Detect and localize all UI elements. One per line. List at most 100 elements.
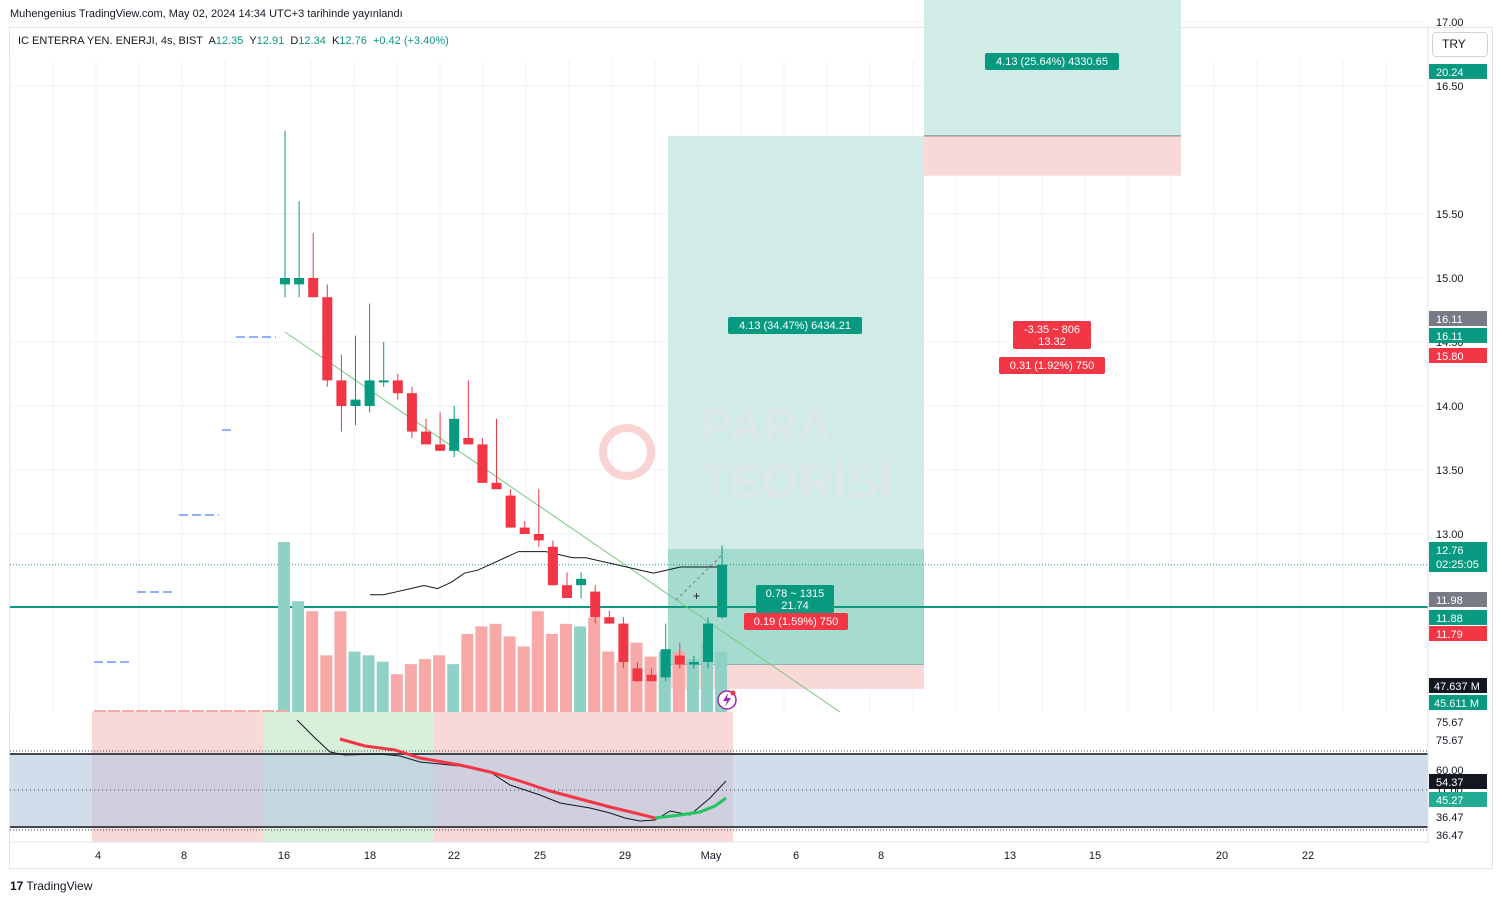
loss-zone (924, 135, 1181, 176)
candle-body (392, 380, 403, 394)
candle-body (505, 495, 516, 528)
time-axis-tick: 22 (1302, 850, 1314, 862)
stop-label-1-bg (744, 613, 848, 630)
volume-bar (602, 651, 615, 712)
volume-bar (122, 710, 134, 712)
volume-bar (686, 659, 699, 712)
price-label-bg (1429, 328, 1487, 343)
watermark-text-1: PARA (700, 400, 832, 453)
indicator-label: 45.27 (1436, 795, 1464, 807)
indicator-axis-tick: 36.47 (1436, 830, 1464, 842)
candle-body (547, 546, 558, 586)
candle-body (688, 662, 699, 665)
indicator-label: 54.37 (1436, 777, 1464, 789)
indicator-line-2-up (654, 796, 727, 820)
volume-bar (164, 710, 176, 712)
tradingview-mark-icon: 17 (10, 879, 24, 893)
candle-body (618, 623, 629, 662)
close-label: K (331, 35, 340, 47)
volume-bar (234, 710, 246, 712)
time-axis-tick: 20 (1216, 850, 1228, 862)
price-axis-tick: 16.50 (1436, 81, 1464, 93)
price-label-bg (1429, 610, 1487, 625)
volume-label-bg (1429, 695, 1487, 710)
candle-body (660, 649, 671, 678)
target-label-2: 4.13 (25.64%) 4330.65 (996, 56, 1108, 68)
candle-body (463, 438, 474, 445)
high-label: Y (249, 35, 257, 47)
price-axis-tick: 17.00 (1436, 17, 1464, 29)
time-axis-tick: 6 (793, 850, 799, 862)
time-axis-tick: 4 (95, 850, 101, 862)
candle-body (421, 431, 431, 445)
candle-body (435, 444, 446, 451)
time-axis-tick: 16 (278, 850, 290, 862)
symbol-name: IC ENTERRA YEN. ENERJI, 4s, BIST (18, 35, 204, 47)
price-label: 02:25:05 (1436, 559, 1479, 571)
volume-bar (390, 674, 403, 712)
target-label-1: 4.13 (34.47%) 6434.21 (739, 320, 851, 332)
lightning-icon (723, 693, 731, 707)
candle-body (294, 278, 305, 285)
target-label-2-bg (985, 53, 1119, 70)
volume-bar (489, 623, 502, 712)
volume-bar (136, 710, 148, 712)
info-label-2-bg (1013, 321, 1091, 349)
currency-button[interactable]: TRY (1432, 32, 1488, 57)
candle-body (280, 278, 290, 285)
info-label-1-bg (756, 585, 834, 613)
info-label-2: -3.35 ~ 806 (1024, 324, 1080, 336)
volume-label: 47.637 M (1434, 681, 1480, 693)
volume-bar (248, 710, 260, 712)
low-value: 12.34 (298, 35, 326, 47)
price-axis-tick: 14.00 (1436, 401, 1464, 413)
candle-body (590, 591, 601, 618)
price-axis-tick: 15.50 (1436, 209, 1464, 221)
time-axis-tick: 18 (364, 850, 376, 862)
indicator-label-bg (1429, 774, 1487, 789)
published-info: Muhengenius TradingView.com, May 02, 202… (10, 8, 403, 20)
symbol-legend: IC ENTERRA YEN. ENERJI, 4s, BIST A12.35 … (18, 35, 449, 47)
volume-bar (461, 633, 474, 712)
price-label-bg (1429, 64, 1487, 79)
price-label-bg (1429, 542, 1487, 572)
volume-bar (276, 710, 288, 712)
volume-bar (206, 710, 218, 712)
candle-body (674, 655, 685, 665)
time-axis-tick: 8 (878, 850, 884, 862)
info-label-2: 13.32 (1038, 336, 1066, 348)
volume-bar (348, 651, 361, 712)
indicator-axis-tick: 75.67 (1436, 717, 1464, 729)
volume-bar (447, 664, 460, 712)
price-label: 20.24 (1436, 67, 1464, 79)
volume-bar (433, 655, 446, 712)
volume-bar (475, 626, 488, 712)
volume-bar (192, 710, 204, 712)
candle-body (519, 527, 530, 534)
time-axis-tick: 29 (619, 850, 631, 862)
candle-body (308, 278, 319, 298)
price-label-bg (1429, 626, 1487, 641)
close-value: 12.76 (339, 35, 367, 47)
volume-bar (306, 611, 319, 712)
volume-bar (503, 636, 516, 712)
indicator-line-2-down (339, 737, 656, 820)
open-label: A (208, 35, 216, 47)
volume-bar (262, 710, 274, 712)
volume-label-bg (1429, 678, 1487, 693)
volume-bar (320, 655, 333, 712)
trend-line (284, 331, 841, 713)
tradingview-logo-text: TradingView (26, 879, 93, 893)
event-dot-icon (730, 690, 736, 696)
volume-bar (278, 542, 290, 712)
price-label: 16.11 (1436, 314, 1463, 326)
indicator-label-bg (1429, 792, 1487, 807)
tradingview-logo[interactable]: 17 TradingView (10, 879, 92, 893)
volume-bar (560, 623, 572, 712)
high-value: 12.91 (256, 35, 285, 47)
volume-bar (588, 617, 601, 712)
volume-bar (108, 710, 120, 712)
price-label-bg (1429, 592, 1487, 607)
indicator-line-1 (296, 719, 727, 822)
